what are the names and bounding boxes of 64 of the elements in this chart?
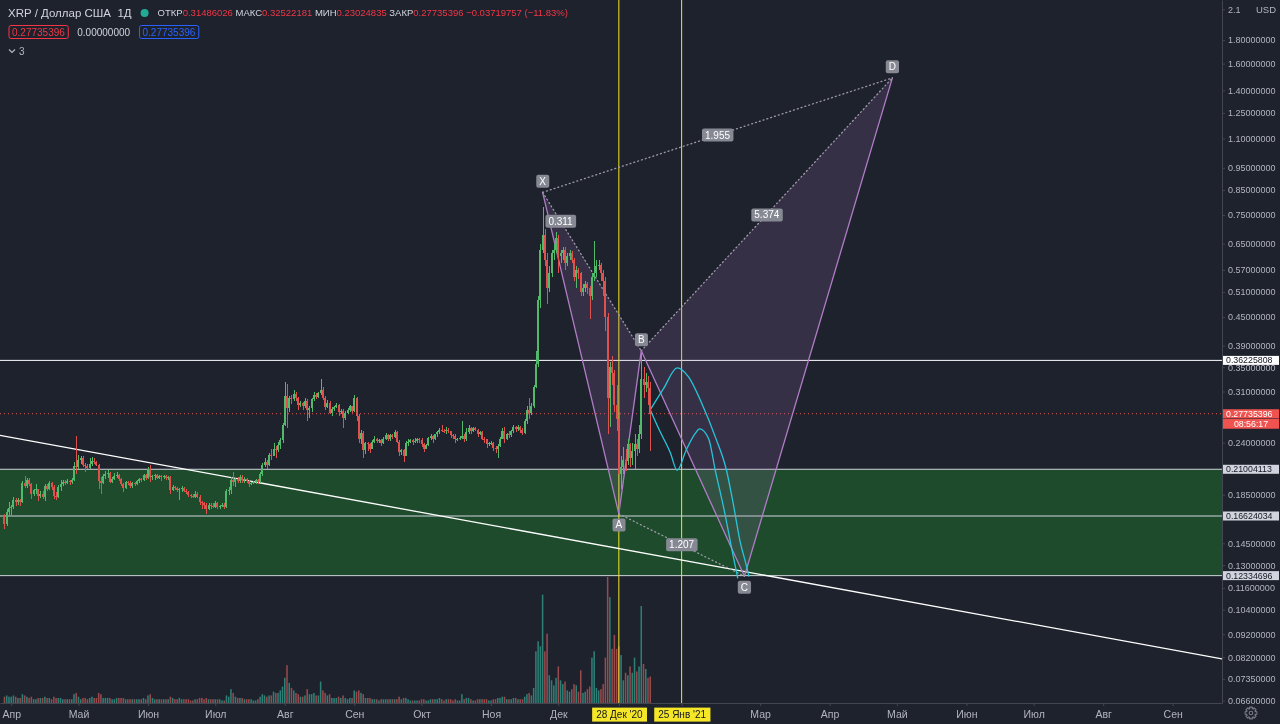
x-tick-label: Авг [277, 708, 294, 721]
annotation: 5.374 [754, 209, 780, 221]
annotation: C [740, 581, 749, 593]
y-tick-label: 0.07350000 [1228, 674, 1276, 685]
annotation: 1.955 [704, 129, 731, 141]
x-tick-label: Сен [345, 708, 365, 721]
y-tick-label: 0.39000000 [1228, 341, 1276, 352]
y-tick-label: 1.80000000 [1228, 35, 1276, 46]
y-tick-label: 0.45000000 [1228, 312, 1276, 323]
x-tick-label: Сен [1163, 708, 1183, 721]
y-tick-label: 0.09200000 [1228, 629, 1276, 640]
y-tick-label: 0.06600000 [1228, 695, 1276, 706]
x-tick-label: Июн [956, 708, 978, 721]
annotation: 0.27735396 [12, 26, 66, 38]
ref-line-label: 0.21004113 [1226, 464, 1272, 475]
y-tick-label: 0.18500000 [1228, 490, 1276, 501]
y-tick-label: 0.57000000 [1228, 265, 1276, 276]
y-tick-label: 0.85000000 [1228, 185, 1276, 196]
y-tick-label: 0.08200000 [1228, 652, 1276, 663]
x-tick-label: Мар [750, 708, 772, 721]
x-tick-label: 28 Дек '20 [596, 709, 643, 721]
x-tick-label: Ноя [481, 708, 502, 721]
x-tick-label: Апр [2, 708, 22, 721]
x-tick-label: Окт [413, 708, 432, 721]
y-tick-label: 0.65000000 [1228, 238, 1276, 249]
annotation: 0.00000000 [77, 26, 131, 38]
x-tick-label: Май [68, 708, 90, 721]
y-tick-label: 0.14500000 [1228, 538, 1276, 549]
x-tick-label: Апр [820, 708, 840, 721]
x-tick-label: 25 Янв '21 [658, 709, 707, 721]
ref-line-label: 0.16624034 [1226, 511, 1273, 522]
y-axis-title: USD [1255, 4, 1277, 16]
annotation: D [888, 61, 897, 73]
y-tick-label: 1.25000000 [1228, 108, 1276, 119]
x-tick-label: Июл [205, 708, 227, 721]
y-tick-label: 0.11600000 [1228, 583, 1275, 594]
annotation: 3 [19, 45, 25, 57]
y-tick-label: 0.95000000 [1228, 163, 1276, 174]
y-tick-label: 0.75000000 [1228, 210, 1276, 221]
annotation: 0.311 [548, 215, 574, 227]
x-tick-label: Май [887, 708, 908, 721]
y-tick-label: 0.31000000 [1228, 386, 1276, 397]
text: XRP / Доллар США 1Д [8, 7, 132, 20]
y-tick-label: 0.13000000 [1228, 560, 1276, 571]
y-tick-label: 0.24000000 [1228, 438, 1276, 449]
ref-line-label: 0.12334696 [1226, 570, 1273, 581]
y-tick-label: 1.40000000 [1228, 85, 1276, 96]
x-tick-label: Авг [1095, 708, 1113, 721]
y-tick-label: 1.60000000 [1228, 59, 1276, 69]
y-tick-label: 2.1 [1228, 4, 1241, 15]
y-tick-label: 0.51000000 [1228, 287, 1276, 298]
y-tick-label: 0.10400000 [1228, 605, 1276, 616]
y-tick-label: 1.10000000 [1228, 133, 1276, 144]
annotation: 0.27735396 [142, 26, 196, 38]
text: 08:56:17 [1233, 418, 1269, 429]
x-tick-label: Июн [137, 708, 160, 721]
annotation: B [637, 334, 645, 346]
annotation: A [615, 519, 623, 531]
text: ОТКР0.31486026 МАКС0.32522181 МИН0.23024835 ЗАКР0.27735396 −0.03719757 (−11.83%) [157, 7, 568, 19]
x-tick-label: Дек [550, 708, 568, 721]
annotation: 1.207 [669, 539, 695, 551]
x-tick-label: Июл [1023, 708, 1045, 721]
ref-line-label: 0.27735396 [1226, 408, 1273, 419]
annotation: X [539, 175, 547, 187]
